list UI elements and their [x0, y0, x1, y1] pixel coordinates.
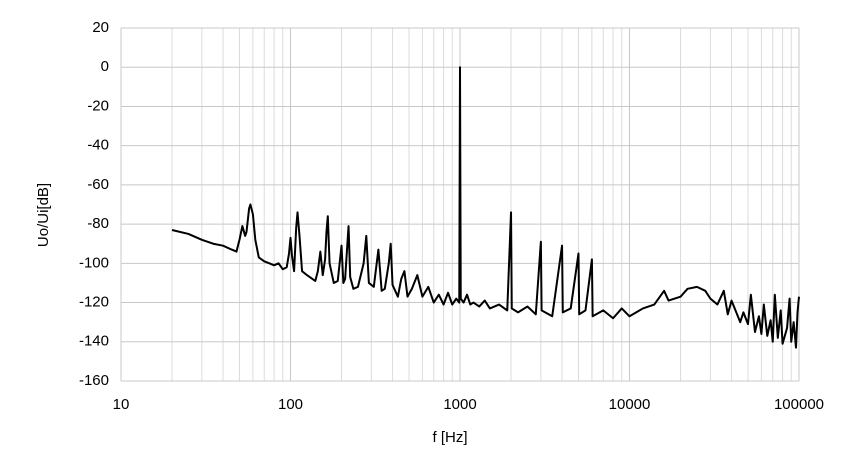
- spectrum-line: [171, 66, 800, 349]
- x-axis-label: f [Hz]: [432, 429, 467, 446]
- y-tick-label: -160: [79, 372, 109, 389]
- y-tick-label: 20: [92, 19, 109, 36]
- y-tick-label: -120: [79, 294, 109, 311]
- y-tick-label: -40: [87, 137, 109, 154]
- x-tick-label: 1000: [443, 396, 476, 413]
- y-tick-label: -140: [79, 333, 109, 350]
- x-tick-label: 100: [278, 396, 303, 413]
- y-tick-label: -100: [79, 254, 109, 271]
- y-axis-label: Uo/Ui[dB]: [35, 183, 52, 247]
- y-tick-label: -80: [87, 215, 109, 232]
- y-tick-label: -60: [87, 176, 109, 193]
- y-tick-label: -20: [87, 97, 109, 114]
- y-tick-label: 0: [101, 58, 109, 75]
- x-tick-label: 10000: [609, 396, 651, 413]
- x-tick-label: 10: [113, 396, 130, 413]
- x-tick-label: 100000: [774, 396, 824, 413]
